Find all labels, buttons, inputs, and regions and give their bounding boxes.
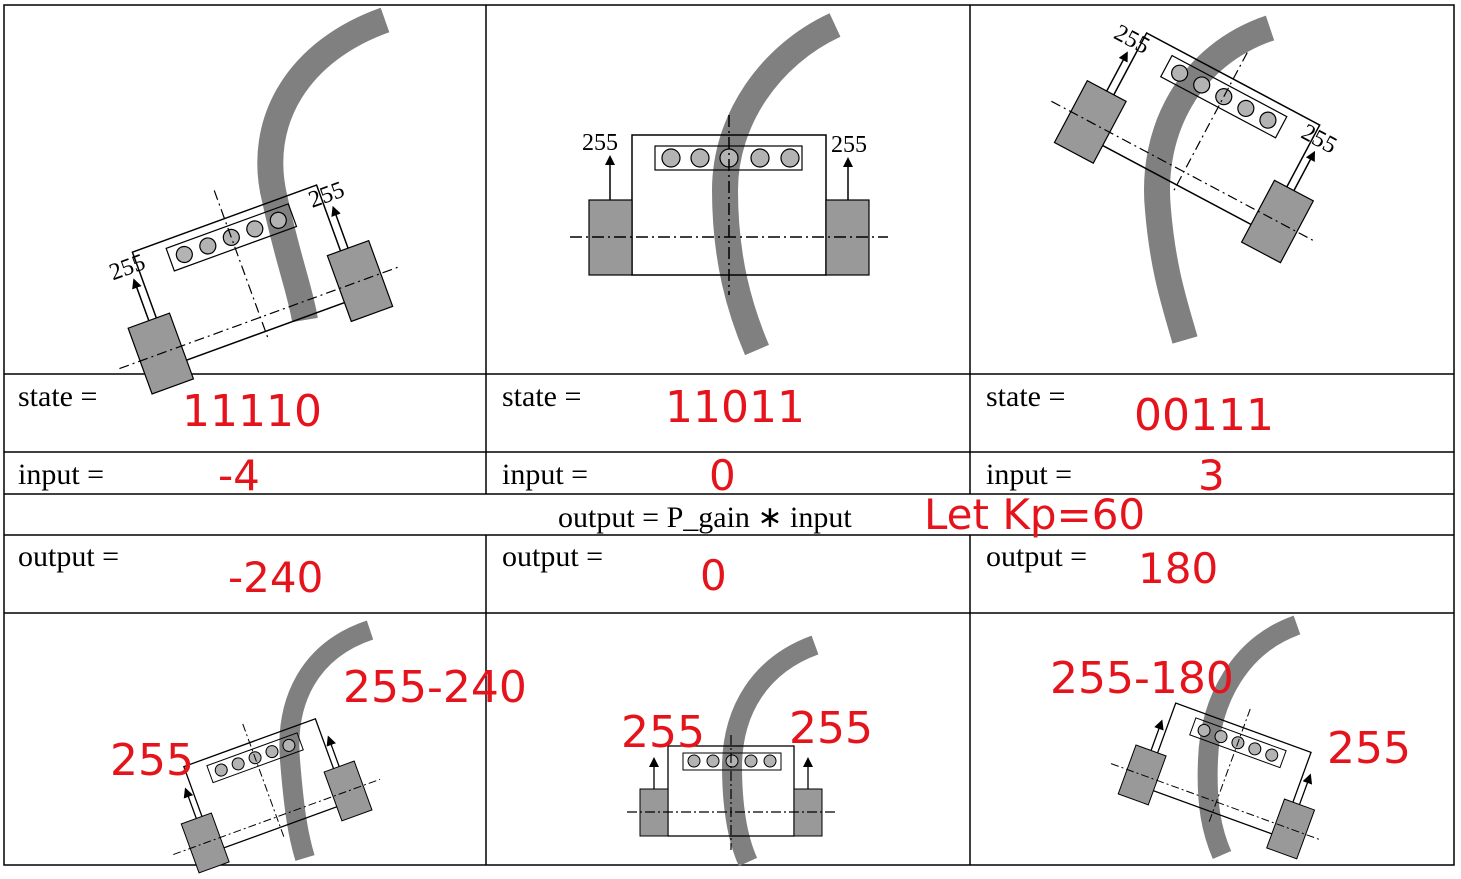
state-label: state =: [18, 380, 97, 413]
line-track: [1144, 15, 1275, 344]
state-label: state =: [502, 380, 581, 413]
output-row: output = output = output = -240 0 180: [18, 540, 1218, 602]
input-label: input =: [986, 458, 1072, 491]
state-value: 11011: [665, 382, 805, 433]
bottom-diagram-3: 255-180 255: [1050, 615, 1411, 860]
state-value: 00111: [1134, 390, 1274, 441]
state-row: state = state = state = 11110 11011 0011…: [18, 380, 1274, 441]
output-value: 0: [700, 551, 727, 600]
output-label: output =: [986, 540, 1087, 573]
sensor-dots: [687, 754, 777, 768]
right-motor-speed: 255: [305, 177, 348, 214]
sensor-dots: [661, 148, 800, 168]
state-value: 11110: [182, 386, 322, 437]
right-motor-speed: 255: [1297, 119, 1341, 159]
sensor-dots: [1171, 64, 1277, 129]
output-label: output =: [18, 540, 119, 573]
left-wheel-speed: 255: [110, 735, 194, 786]
output-label: output =: [502, 540, 603, 573]
input-value: -4: [218, 451, 260, 500]
input-value: 3: [1198, 451, 1225, 500]
state-label: state =: [986, 380, 1065, 413]
left-motor-speed: 255: [582, 130, 618, 156]
formula-row: output = P_gain ∗ input Let Kp=60: [558, 490, 1145, 539]
sensor-bar: [1189, 717, 1287, 769]
right-wheel-speed: 255: [1327, 723, 1411, 774]
sensor-dots: [1197, 723, 1279, 762]
sensor-bar: [682, 752, 782, 771]
line-track: [257, 7, 390, 323]
bottom-diagram-1: 255 255-240: [110, 620, 527, 874]
left-motor-speed: 255: [1110, 20, 1154, 60]
left-wheel-speed: 255-180: [1050, 653, 1234, 704]
table-grid: [3, 4, 1455, 866]
bottom-diagram-2: 255 255: [621, 635, 873, 867]
right-motor: [1266, 798, 1316, 860]
formula-text: output = P_gain ∗ input: [558, 501, 852, 534]
input-row: input = input = input = -4 0 3: [18, 451, 1225, 500]
right-motor: [323, 760, 373, 822]
input-value: 0: [709, 451, 736, 500]
right-wheel-speed: 255: [789, 703, 873, 754]
input-label: input =: [502, 458, 588, 491]
left-wheel-speed: 255: [621, 707, 705, 758]
right-motor: [1240, 179, 1315, 264]
right-wheel-speed: 255-240: [343, 662, 527, 713]
line-track: [711, 13, 841, 356]
top-diagram-2: 255 255: [570, 13, 888, 356]
top-diagram-3: 255 255: [1051, 15, 1341, 344]
input-label: input =: [18, 458, 104, 491]
right-motor-speed: 255: [831, 132, 867, 158]
top-diagram-1: 255 255: [106, 7, 402, 395]
line-track: [1197, 615, 1301, 859]
output-value: 180: [1138, 544, 1218, 593]
output-value: -240: [228, 553, 323, 602]
kp-note: Let Kp=60: [924, 490, 1145, 539]
